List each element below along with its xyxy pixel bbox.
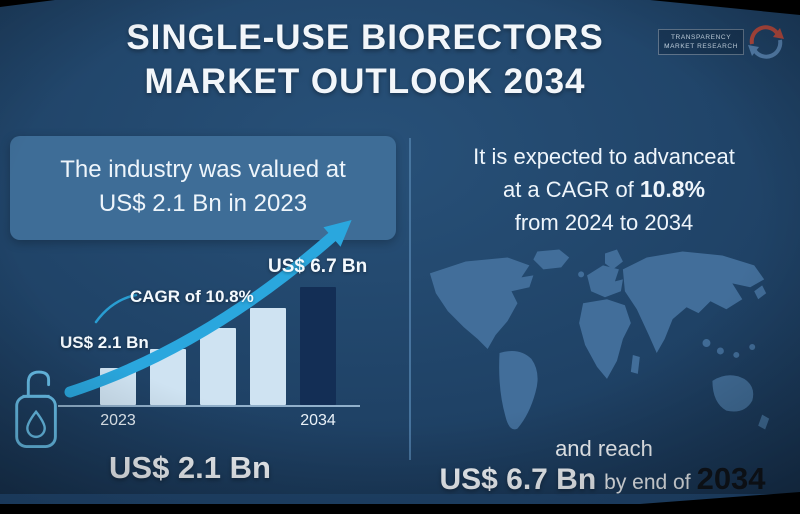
bar-2023: [100, 368, 136, 405]
brand-logo-text: TRANSPARENCY MARKET RESEARCH: [658, 29, 744, 55]
logo-swirl-icon: [748, 25, 784, 59]
bar-year-3: [200, 328, 236, 405]
bioreactor-icon: [15, 370, 57, 448]
bar-year-2: [150, 349, 186, 405]
brand-logo-line1: TRANSPARENCY: [670, 34, 732, 41]
right-big-value: US$ 6.7 Bn: [439, 463, 597, 496]
bar-chart-axis: [58, 405, 360, 407]
brand-logo-line2: MARKET RESEARCH: [664, 43, 738, 50]
title-line-1: SINGLE-USE BIORECTORS: [126, 18, 604, 57]
x-tick-2023: 2023: [100, 412, 136, 429]
panel-divider: [409, 138, 411, 460]
right-value-line: US$ 6.7 Bn by end of 2034: [405, 461, 800, 497]
video-letterbox-bottom: [0, 504, 800, 514]
forecast-text-block: It is expected to advanceat at a CAGR of…: [418, 140, 790, 239]
annotation-cagr: CAGR of 10.8%: [130, 287, 254, 306]
bar-2034: [300, 287, 336, 405]
video-edge-top-left: [0, 0, 55, 7]
left-big-value: US$ 2.1 Bn: [109, 450, 271, 485]
callout-line-1: The industry was valued at: [60, 156, 346, 183]
reach-text: and reach: [555, 436, 653, 461]
forecast-line-1: It is expected to advanceat: [473, 144, 735, 169]
world-map-icon: [429, 249, 770, 430]
title-line-2: MARKET OUTLOOK 2034: [144, 62, 586, 101]
annotation-start-value: US$ 2.1 Bn: [60, 333, 149, 352]
forecast-line-2: at a CAGR of 10.8%: [418, 173, 790, 206]
annotation-end-value: US$ 6.7 Bn: [268, 256, 368, 277]
page-title: SINGLE-USE BIORECTORS MARKET OUTLOOK 203…: [0, 16, 730, 104]
bar-year-4: [250, 308, 286, 405]
right-value-year: 2034: [696, 461, 766, 496]
brand-logo: TRANSPARENCY MARKET RESEARCH: [658, 22, 786, 62]
forecast-line-3: from 2024 to 2034: [514, 210, 694, 235]
forecast-cagr-value: 10.8%: [639, 176, 706, 202]
right-value-suffix: by end of: [604, 471, 691, 494]
forecast-line-2-prefix: at a CAGR of: [502, 177, 634, 202]
x-tick-2034: 2034: [300, 412, 336, 429]
callout-line-2: US$ 2.1 Bn in 2023: [98, 190, 308, 217]
valuation-callout-box: The industry was valued at US$ 2.1 Bn in…: [10, 136, 396, 240]
